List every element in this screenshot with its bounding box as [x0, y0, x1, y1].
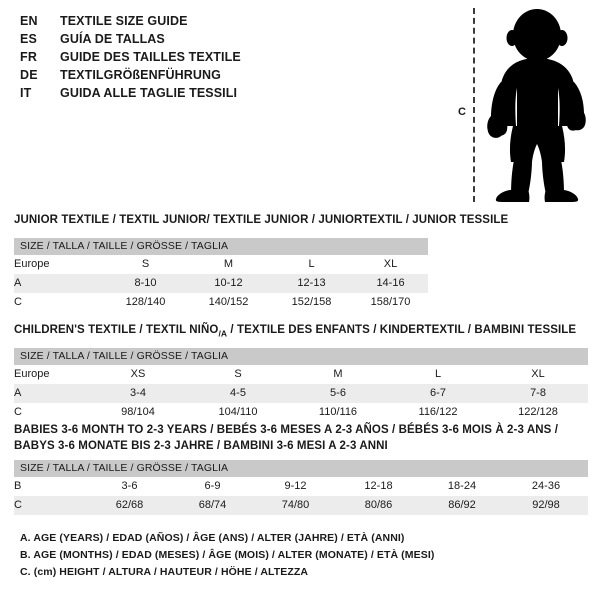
row-label: Europe: [14, 365, 88, 384]
table-row: Europe XS S M L XL: [14, 365, 589, 384]
language-title: TEXTILE SIZE GUIDE: [60, 14, 188, 28]
junior-size-table: SIZE / TALLA / TAILLE / GRÖSSE / TAGLIA …: [14, 238, 429, 312]
language-code: IT: [20, 86, 32, 100]
cell-value: 152/158: [270, 293, 353, 312]
table-row: C 128/140 140/152 152/158 158/170: [14, 293, 429, 312]
measure-label-c: C: [458, 106, 466, 118]
language-title: GUÍA DE TALLAS: [60, 32, 165, 46]
cell-value: 7-8: [488, 384, 589, 403]
cell-value: 12-13: [270, 274, 353, 293]
cell-value: 8-10: [104, 274, 187, 293]
table-header-bar: SIZE / TALLA / TAILLE / GRÖSSE / TAGLIA: [14, 238, 429, 255]
cell-value: 86/92: [420, 496, 504, 515]
cell-value: 4-5: [188, 384, 288, 403]
cell-value: 24-36: [504, 477, 588, 496]
language-code: FR: [20, 50, 38, 64]
legend-row-c: C. (cm) HEIGHT / ALTURA / HAUTEUR / HÖHE…: [20, 566, 309, 578]
babies-size-table: SIZE / TALLA / TAILLE / GRÖSSE / TAGLIA …: [14, 460, 588, 515]
children-section-heading: CHILDREN'S TEXTILE / TEXTIL NIÑO/A / TEX…: [14, 324, 576, 338]
cell-value: 5-6: [288, 384, 388, 403]
cell-value: 122/128: [488, 403, 589, 422]
size-bar-label: SIZE / TALLA / TAILLE / GRÖSSE / TAGLIA: [14, 348, 589, 365]
language-code: EN: [20, 14, 38, 28]
size-bar-label: SIZE / TALLA / TAILLE / GRÖSSE / TAGLIA: [14, 238, 429, 255]
children-size-table: SIZE / TALLA / TAILLE / GRÖSSE / TAGLIA …: [14, 348, 589, 422]
language-header-block: EN TEXTILE SIZE GUIDE ES GUÍA DE TALLAS …: [20, 12, 420, 102]
cell-value: 9-12: [254, 477, 337, 496]
cell-value: 10-12: [187, 274, 270, 293]
legend-row-b: B. AGE (MONTHS) / EDAD (MESES) / ÂGE (MO…: [20, 549, 435, 561]
language-row: ES GUÍA DE TALLAS: [20, 30, 420, 48]
cell-value: 3-4: [88, 384, 188, 403]
babies-section-heading-line2: BABYS 3-6 MONATE BIS 2-3 JAHRE / BAMBINI…: [14, 440, 388, 452]
cell-value: S: [188, 365, 288, 384]
cell-value: 18-24: [420, 477, 504, 496]
height-measurement-figure: C: [440, 0, 600, 210]
size-bar-label: SIZE / TALLA / TAILLE / GRÖSSE / TAGLIA: [14, 460, 588, 477]
cell-value: M: [288, 365, 388, 384]
language-title: GUIDE DES TAILLES TEXTILE: [60, 50, 241, 64]
language-row: FR GUIDE DES TAILLES TEXTILE: [20, 48, 420, 66]
table-row: B 3-6 6-9 9-12 12-18 18-24 24-36: [14, 477, 588, 496]
legend-block: A. AGE (YEARS) / EDAD (AÑOS) / ÂGE (ANS)…: [20, 530, 540, 581]
table-header-bar: SIZE / TALLA / TAILLE / GRÖSSE / TAGLIA: [14, 348, 589, 365]
cell-value: 110/116: [288, 403, 388, 422]
cell-value: 128/140: [104, 293, 187, 312]
row-label: A: [14, 274, 104, 293]
table-row: Europe S M L XL: [14, 255, 429, 274]
language-code: ES: [20, 32, 38, 46]
row-label: C: [14, 293, 104, 312]
cell-value: 92/98: [504, 496, 588, 515]
cell-value: 68/74: [171, 496, 254, 515]
dashed-measure-line-icon: [473, 8, 475, 202]
row-label: C: [14, 496, 88, 515]
language-row: EN TEXTILE SIZE GUIDE: [20, 12, 420, 30]
row-label: Europe: [14, 255, 104, 274]
cell-value: 98/104: [88, 403, 188, 422]
language-row: DE TEXTILGRÖßENFÜHRUNG: [20, 66, 420, 84]
cell-value: 6-9: [171, 477, 254, 496]
babies-section-heading-line1: BABIES 3-6 MONTH TO 2-3 YEARS / BEBÉS 3-…: [14, 424, 558, 436]
cell-value: 12-18: [337, 477, 420, 496]
row-label: B: [14, 477, 88, 496]
cell-value: L: [270, 255, 353, 274]
toddler-silhouette-icon: [487, 9, 586, 202]
row-label: C: [14, 403, 88, 422]
cell-value: 140/152: [187, 293, 270, 312]
cell-value: L: [388, 365, 488, 384]
table-header-bar: SIZE / TALLA / TAILLE / GRÖSSE / TAGLIA: [14, 460, 588, 477]
language-code: DE: [20, 68, 38, 82]
table-row: A 8-10 10-12 12-13 14-16: [14, 274, 429, 293]
children-heading-sub: /A: [218, 328, 228, 339]
table-row: A 3-4 4-5 5-6 6-7 7-8: [14, 384, 589, 403]
cell-value: 104/110: [188, 403, 288, 422]
cell-value: XS: [88, 365, 188, 384]
cell-value: XL: [488, 365, 589, 384]
children-heading-post: / TEXTILE DES ENFANTS / KINDERTEXTIL / B…: [227, 324, 577, 336]
legend-row-a: A. AGE (YEARS) / EDAD (AÑOS) / ÂGE (ANS)…: [20, 532, 405, 544]
row-label: A: [14, 384, 88, 403]
junior-section-heading: JUNIOR TEXTILE / TEXTIL JUNIOR/ TEXTILE …: [14, 214, 509, 226]
table-row: C 98/104 104/110 110/116 116/122 122/128: [14, 403, 589, 422]
cell-value: 74/80: [254, 496, 337, 515]
cell-value: XL: [353, 255, 429, 274]
cell-value: 6-7: [388, 384, 488, 403]
table-row: C 62/68 68/74 74/80 80/86 86/92 92/98: [14, 496, 588, 515]
language-row: IT GUIDA ALLE TAGLIE TESSILI: [20, 84, 420, 102]
language-title: GUIDA ALLE TAGLIE TESSILI: [60, 86, 238, 100]
cell-value: 14-16: [353, 274, 429, 293]
cell-value: 80/86: [337, 496, 420, 515]
cell-value: 3-6: [88, 477, 171, 496]
cell-value: 62/68: [88, 496, 171, 515]
language-title: TEXTILGRÖßENFÜHRUNG: [60, 68, 221, 82]
cell-value: M: [187, 255, 270, 274]
cell-value: S: [104, 255, 187, 274]
cell-value: 158/170: [353, 293, 429, 312]
children-heading-pre: CHILDREN'S TEXTILE / TEXTIL NIÑO: [14, 324, 219, 336]
cell-value: 116/122: [388, 403, 488, 422]
